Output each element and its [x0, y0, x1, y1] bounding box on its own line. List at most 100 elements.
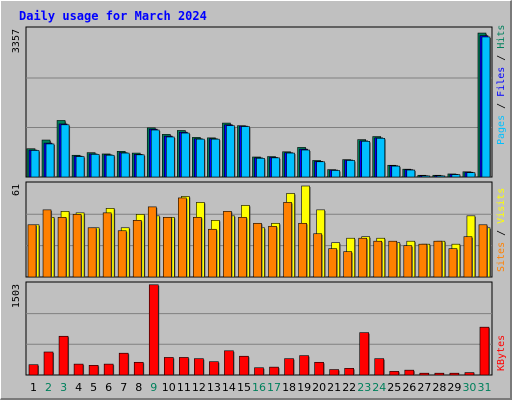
plot-area-bottom	[25, 281, 493, 376]
kbytes-bar	[284, 358, 294, 376]
x-tick-label: 15	[237, 381, 251, 394]
sites-bar	[433, 240, 443, 278]
x-tick-label: 4	[75, 381, 82, 394]
kbytes-bar	[344, 368, 354, 376]
x-tick-label: 14	[222, 381, 236, 394]
legend-files: Files	[496, 67, 507, 97]
kbytes-bar	[434, 372, 445, 376]
x-tick-label: 1	[30, 381, 37, 394]
pages-bar	[256, 157, 265, 178]
x-tick-label: 13	[207, 381, 221, 394]
kbytes-bar	[88, 365, 99, 376]
x-tick-label: 24	[372, 381, 386, 394]
sites-bar	[478, 224, 488, 278]
sites-bar	[27, 224, 37, 278]
x-tick-label: 2	[45, 381, 52, 394]
legend-middle: Sites / Visits	[496, 188, 507, 272]
x-tick-label: 28	[432, 381, 446, 394]
x-tick-label: 19	[297, 381, 311, 394]
kbytes-bar	[299, 355, 309, 376]
pages-bar	[346, 160, 355, 178]
pages-bar	[316, 161, 325, 178]
legend-hits: Hits	[496, 25, 507, 49]
legend-separator: /	[496, 224, 507, 242]
x-tick-label: 12	[192, 381, 206, 394]
x-tick-label: 20	[312, 381, 326, 394]
pages-bar	[120, 152, 130, 178]
kbytes-bar	[254, 367, 264, 376]
legend-sites: Sites	[496, 242, 507, 272]
x-tick-label: 22	[342, 381, 356, 394]
sites-bar	[208, 228, 217, 278]
sites-bar	[298, 222, 307, 278]
kbytes-bar	[359, 332, 370, 376]
sites-bar	[313, 233, 322, 278]
kbytes-bar	[449, 372, 460, 376]
legend-kbytes: KBytes	[496, 335, 507, 371]
legend-bottom: KBytes	[496, 335, 507, 371]
kbytes-bar	[419, 372, 430, 376]
pages-bar	[30, 150, 40, 178]
sites-bar	[72, 214, 82, 278]
kbytes-bar	[479, 326, 490, 376]
x-tick-label: 10	[162, 381, 176, 394]
pages-bar	[406, 169, 416, 178]
y-max-label-middle: 61	[11, 184, 22, 196]
pages-bar	[421, 175, 431, 178]
legend-visits: Visits	[496, 188, 507, 224]
sites-bar	[223, 211, 232, 278]
kbytes-bar	[389, 371, 400, 376]
kbytes-bar	[148, 284, 159, 376]
y-max-label-bottom: 1503	[11, 284, 22, 308]
pages-bar	[75, 156, 85, 178]
sites-bar	[283, 202, 292, 278]
kbytes-bar	[28, 364, 39, 376]
kbytes-bar	[43, 351, 54, 376]
kbytes-bar	[58, 335, 69, 376]
pages-bar	[376, 137, 386, 178]
pages-bar	[466, 172, 476, 178]
kbytes-bar	[73, 363, 84, 376]
x-tick-label: 5	[90, 381, 97, 394]
x-tick-label: 29	[447, 381, 461, 394]
legend-pages: Pages	[496, 115, 507, 145]
x-tick-label: 3	[60, 381, 67, 394]
x-tick-label: 18	[282, 381, 296, 394]
kbytes-bar	[224, 350, 234, 376]
pages-bar	[45, 143, 55, 178]
x-tick-label: 17	[267, 381, 281, 394]
kbytes-bar	[374, 358, 385, 376]
pages-bar	[211, 138, 220, 178]
kbytes-bar	[133, 361, 144, 376]
sites-bar	[238, 217, 247, 278]
pages-bar	[196, 138, 205, 178]
pages-bar	[135, 154, 145, 178]
x-tick-label: 16	[252, 381, 266, 394]
x-tick-label: 31	[477, 381, 491, 394]
kbytes-bar	[209, 361, 219, 376]
kbytes-bar	[103, 363, 114, 376]
pages-bar	[60, 124, 70, 178]
pages-bar	[226, 125, 235, 178]
sites-bar	[268, 225, 277, 278]
sites-bar	[448, 248, 458, 278]
chart-title: Daily usage for March 2024	[19, 9, 207, 23]
x-tick-label: 23	[357, 381, 371, 394]
kbytes-bar	[314, 361, 324, 376]
x-tick-label: 30	[462, 381, 476, 394]
pages-bar	[90, 154, 100, 178]
x-tick-label: 9	[150, 381, 157, 394]
x-tick-label: 26	[402, 381, 416, 394]
pages-bar	[481, 36, 491, 178]
pages-bar	[150, 129, 160, 178]
sites-bar	[193, 217, 202, 278]
sites-bar	[132, 220, 142, 278]
x-tick-label: 7	[120, 381, 127, 394]
legend-separator: /	[496, 97, 507, 115]
pages-bar	[271, 157, 280, 178]
pages-bar	[301, 149, 310, 178]
sites-bar	[87, 227, 97, 278]
pages-bar	[361, 141, 371, 178]
y-max-label-top: 3357	[11, 29, 22, 53]
